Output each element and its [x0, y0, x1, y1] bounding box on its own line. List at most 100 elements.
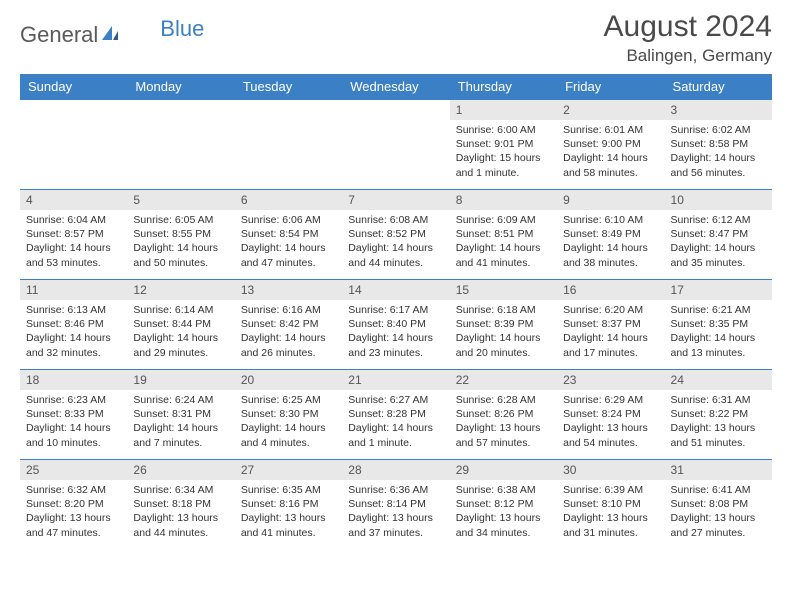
day-number: 15: [450, 280, 557, 300]
calendar-day-cell: 18Sunrise: 6:23 AMSunset: 8:33 PMDayligh…: [20, 370, 127, 460]
daylight-line: Daylight: 14 hours and 56 minutes.: [671, 151, 766, 179]
day-details: Sunrise: 6:13 AMSunset: 8:46 PMDaylight:…: [20, 300, 127, 363]
calendar-week-row: 4Sunrise: 6:04 AMSunset: 8:57 PMDaylight…: [20, 190, 772, 280]
daylight-line: Daylight: 14 hours and 7 minutes.: [133, 421, 228, 449]
sunset-line: Sunset: 8:33 PM: [26, 407, 121, 421]
day-details: Sunrise: 6:04 AMSunset: 8:57 PMDaylight:…: [20, 210, 127, 273]
sunset-line: Sunset: 8:26 PM: [456, 407, 551, 421]
sunrise-line: Sunrise: 6:05 AM: [133, 213, 228, 227]
day-number: 1: [450, 100, 557, 120]
sunset-line: Sunset: 8:55 PM: [133, 227, 228, 241]
day-details: Sunrise: 6:00 AMSunset: 9:01 PMDaylight:…: [450, 120, 557, 183]
sunset-line: Sunset: 9:01 PM: [456, 137, 551, 151]
calendar-day-cell: 26Sunrise: 6:34 AMSunset: 8:18 PMDayligh…: [127, 460, 234, 550]
day-number: 9: [557, 190, 664, 210]
sunrise-line: Sunrise: 6:14 AM: [133, 303, 228, 317]
weekday-header-row: SundayMondayTuesdayWednesdayThursdayFrid…: [20, 74, 772, 100]
sunrise-line: Sunrise: 6:29 AM: [563, 393, 658, 407]
sunset-line: Sunset: 8:58 PM: [671, 137, 766, 151]
day-number: 22: [450, 370, 557, 390]
day-details: Sunrise: 6:16 AMSunset: 8:42 PMDaylight:…: [235, 300, 342, 363]
daylight-line: Daylight: 14 hours and 38 minutes.: [563, 241, 658, 269]
sunset-line: Sunset: 8:20 PM: [26, 497, 121, 511]
calendar-body: 1Sunrise: 6:00 AMSunset: 9:01 PMDaylight…: [20, 100, 772, 550]
day-details: Sunrise: 6:31 AMSunset: 8:22 PMDaylight:…: [665, 390, 772, 453]
day-details: Sunrise: 6:09 AMSunset: 8:51 PMDaylight:…: [450, 210, 557, 273]
brand-name-1: General: [20, 22, 98, 48]
day-details: Sunrise: 6:01 AMSunset: 9:00 PMDaylight:…: [557, 120, 664, 183]
calendar-day-cell: [20, 100, 127, 190]
daylight-line: Daylight: 14 hours and 1 minute.: [348, 421, 443, 449]
daylight-line: Daylight: 14 hours and 29 minutes.: [133, 331, 228, 359]
day-details: Sunrise: 6:14 AMSunset: 8:44 PMDaylight:…: [127, 300, 234, 363]
day-number: 29: [450, 460, 557, 480]
daylight-line: Daylight: 13 hours and 34 minutes.: [456, 511, 551, 539]
daylight-line: Daylight: 13 hours and 27 minutes.: [671, 511, 766, 539]
day-details: Sunrise: 6:08 AMSunset: 8:52 PMDaylight:…: [342, 210, 449, 273]
day-number: 31: [665, 460, 772, 480]
daylight-line: Daylight: 13 hours and 31 minutes.: [563, 511, 658, 539]
daylight-line: Daylight: 14 hours and 50 minutes.: [133, 241, 228, 269]
calendar-day-cell: 22 Sunrise: 6:28 AMSunset: 8:26 PMDayligh…: [450, 370, 557, 460]
sunrise-line: Sunrise: 6:38 AM: [456, 483, 551, 497]
calendar-day-cell: 12Sunrise: 6:14 AMSunset: 8:44 PMDayligh…: [127, 280, 234, 370]
sunset-line: Sunset: 8:42 PM: [241, 317, 336, 331]
day-number: 13: [235, 280, 342, 300]
sunset-line: Sunset: 8:47 PM: [671, 227, 766, 241]
day-details: Sunrise: 6:10 AMSunset: 8:49 PMDaylight:…: [557, 210, 664, 273]
sunrise-line: Sunrise: 6:02 AM: [671, 123, 766, 137]
calendar-week-row: 1Sunrise: 6:00 AMSunset: 9:01 PMDaylight…: [20, 100, 772, 190]
day-details: Sunrise: 6:24 AMSunset: 8:31 PMDaylight:…: [127, 390, 234, 453]
day-details: Sunrise: 6:39 AMSunset: 8:10 PMDaylight:…: [557, 480, 664, 543]
day-number: 26: [127, 460, 234, 480]
calendar-day-cell: 17 Sunrise: 6:21 AMSunset: 8:35 PMDayligh…: [665, 280, 772, 370]
sunset-line: Sunset: 8:35 PM: [671, 317, 766, 331]
daylight-line: Daylight: 14 hours and 17 minutes.: [563, 331, 658, 359]
day-details: Sunrise: 6:25 AMSunset: 8:30 PMDaylight:…: [235, 390, 342, 453]
day-details: Sunrise: 6:18 AMSunset: 8:39 PMDaylight:…: [450, 300, 557, 363]
day-details: Sunrise: 6:20 AMSunset: 8:37 PMDaylight:…: [557, 300, 664, 363]
calendar-day-cell: 6Sunrise: 6:06 AMSunset: 8:54 PMDaylight…: [235, 190, 342, 280]
calendar-week-row: 25Sunrise: 6:32 AMSunset: 8:20 PMDayligh…: [20, 460, 772, 550]
day-details: Sunrise: 6:06 AMSunset: 8:54 PMDaylight:…: [235, 210, 342, 273]
weekday-header: Wednesday: [342, 74, 449, 100]
calendar-day-cell: 1Sunrise: 6:00 AMSunset: 9:01 PMDaylight…: [450, 100, 557, 190]
daylight-line: Daylight: 14 hours and 35 minutes.: [671, 241, 766, 269]
calendar-day-cell: 10Sunrise: 6:12 AMSunset: 8:47 PMDayligh…: [665, 190, 772, 280]
day-number: 27: [235, 460, 342, 480]
calendar-day-cell: 25Sunrise: 6:32 AMSunset: 8:20 PMDayligh…: [20, 460, 127, 550]
sunrise-line: Sunrise: 6:09 AM: [456, 213, 551, 227]
sunset-line: Sunset: 8:46 PM: [26, 317, 121, 331]
calendar-day-cell: 8Sunrise: 6:09 AMSunset: 8:51 PMDaylight…: [450, 190, 557, 280]
weekday-header: Sunday: [20, 74, 127, 100]
calendar-day-cell: 3Sunrise: 6:02 AMSunset: 8:58 PMDaylight…: [665, 100, 772, 190]
sunrise-line: Sunrise: 6:24 AM: [133, 393, 228, 407]
weekday-header: Tuesday: [235, 74, 342, 100]
day-number: 21: [342, 370, 449, 390]
daylight-line: Daylight: 13 hours and 57 minutes.: [456, 421, 551, 449]
day-number: 24: [665, 370, 772, 390]
weekday-header: Saturday: [665, 74, 772, 100]
day-number: 8: [450, 190, 557, 210]
sunrise-line: Sunrise: 6:28 AM: [456, 393, 551, 407]
calendar-day-cell: 20Sunrise: 6:25 AMSunset: 8:30 PMDayligh…: [235, 370, 342, 460]
daylight-line: Daylight: 13 hours and 54 minutes.: [563, 421, 658, 449]
sunset-line: Sunset: 8:54 PM: [241, 227, 336, 241]
daylight-line: Daylight: 15 hours and 1 minute.: [456, 151, 551, 179]
daylight-line: Daylight: 14 hours and 44 minutes.: [348, 241, 443, 269]
daylight-line: Daylight: 14 hours and 26 minutes.: [241, 331, 336, 359]
calendar-day-cell: 30Sunrise: 6:39 AMSunset: 8:10 PMDayligh…: [557, 460, 664, 550]
calendar-day-cell: [235, 100, 342, 190]
day-number: 17: [665, 280, 772, 300]
sunset-line: Sunset: 8:37 PM: [563, 317, 658, 331]
sunrise-line: Sunrise: 6:21 AM: [671, 303, 766, 317]
sunset-line: Sunset: 8:31 PM: [133, 407, 228, 421]
sunrise-line: Sunrise: 6:36 AM: [348, 483, 443, 497]
day-details: Sunrise: 6:36 AMSunset: 8:14 PMDaylight:…: [342, 480, 449, 543]
sunrise-line: Sunrise: 6:04 AM: [26, 213, 121, 227]
day-details: Sunrise: 6:05 AMSunset: 8:55 PMDaylight:…: [127, 210, 234, 273]
day-details: Sunrise: 6:17 AMSunset: 8:40 PMDaylight:…: [342, 300, 449, 363]
sunrise-line: Sunrise: 6:13 AM: [26, 303, 121, 317]
daylight-line: Daylight: 14 hours and 13 minutes.: [671, 331, 766, 359]
sunrise-line: Sunrise: 6:32 AM: [26, 483, 121, 497]
